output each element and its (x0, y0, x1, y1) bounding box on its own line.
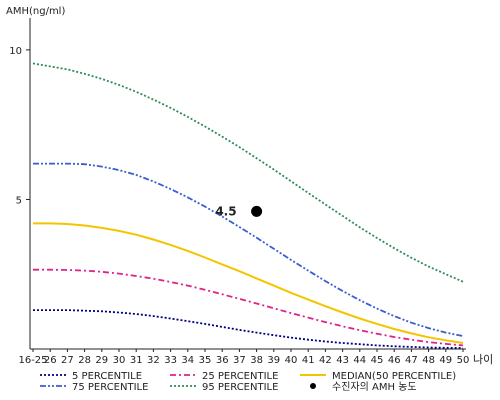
x-tick-label: 39 (267, 355, 280, 366)
x-tick-label: 34 (181, 355, 194, 366)
x-tick-label: 45 (371, 355, 384, 366)
x-tick-label: 47 (405, 355, 418, 366)
y-tick-label: 10 (9, 46, 22, 57)
x-tick-label: 31 (130, 355, 143, 366)
series-line-25-percentile (33, 268, 464, 347)
series-line-median-50-percentile (33, 222, 464, 344)
x-tick-label: 26 (44, 355, 57, 366)
x-tick-label: 37 (233, 355, 246, 366)
y-tick-label: 5 (16, 195, 22, 206)
x-tick-label: 48 (422, 355, 435, 366)
legend-label-5-percentile: 5 PERCENTILE (72, 371, 142, 382)
legend: 5 PERCENTILE 25 PERCENTILE MEDIAN(50 PERCE… (40, 371, 456, 393)
x-tick-label: 27 (61, 355, 74, 366)
x-tick-label: 42 (319, 355, 332, 366)
x-tick-label: 40 (285, 355, 298, 366)
legend-label-median-50-percentile: MEDIAN(50 PERCENTILE) (332, 371, 456, 382)
x-tick-label: 36 (216, 355, 229, 366)
x-tick-label: 43 (336, 355, 349, 366)
x-tick-label: 16-25 (18, 355, 47, 366)
x-tick-label: 33 (164, 355, 177, 366)
x-tick-label: 29 (95, 355, 108, 366)
series-line-5-percentile (33, 309, 464, 349)
x-tick-label: 35 (199, 355, 212, 366)
x-tick-label: 28 (78, 355, 91, 366)
series-line-95-percentile (32, 62, 464, 283)
x-axis-label: 나이 (473, 353, 493, 366)
x-tick-label: 41 (302, 355, 315, 366)
x-tick-label: 38 (250, 355, 263, 366)
y-axis-label: AMH(ng/ml) (6, 6, 65, 17)
patient-amh-value-label: 4.5 (215, 204, 236, 218)
legend-label-amh: 수진자의 AMH 농도 (332, 381, 417, 393)
legend-label-75-percentile: 75 PERCENTILE (72, 382, 148, 393)
legend-label-95-percentile: 95 PERCENTILE (202, 382, 278, 393)
x-tick-label: 49 (439, 355, 452, 366)
x-tick-label: 30 (113, 355, 126, 366)
legend-swatch-patient-point (310, 383, 316, 389)
patient-amh-point (251, 205, 263, 217)
x-tick-label: 44 (353, 355, 366, 366)
points-layer: 4.5 (215, 204, 263, 218)
x-tick-label: 32 (147, 355, 160, 366)
x-tick-label: 50 (457, 355, 470, 366)
legend-label-25-percentile: 25 PERCENTILE (202, 371, 278, 382)
x-tick-label: 46 (388, 355, 401, 366)
series-line-75-percentile (33, 162, 464, 337)
series-layer (32, 62, 464, 349)
